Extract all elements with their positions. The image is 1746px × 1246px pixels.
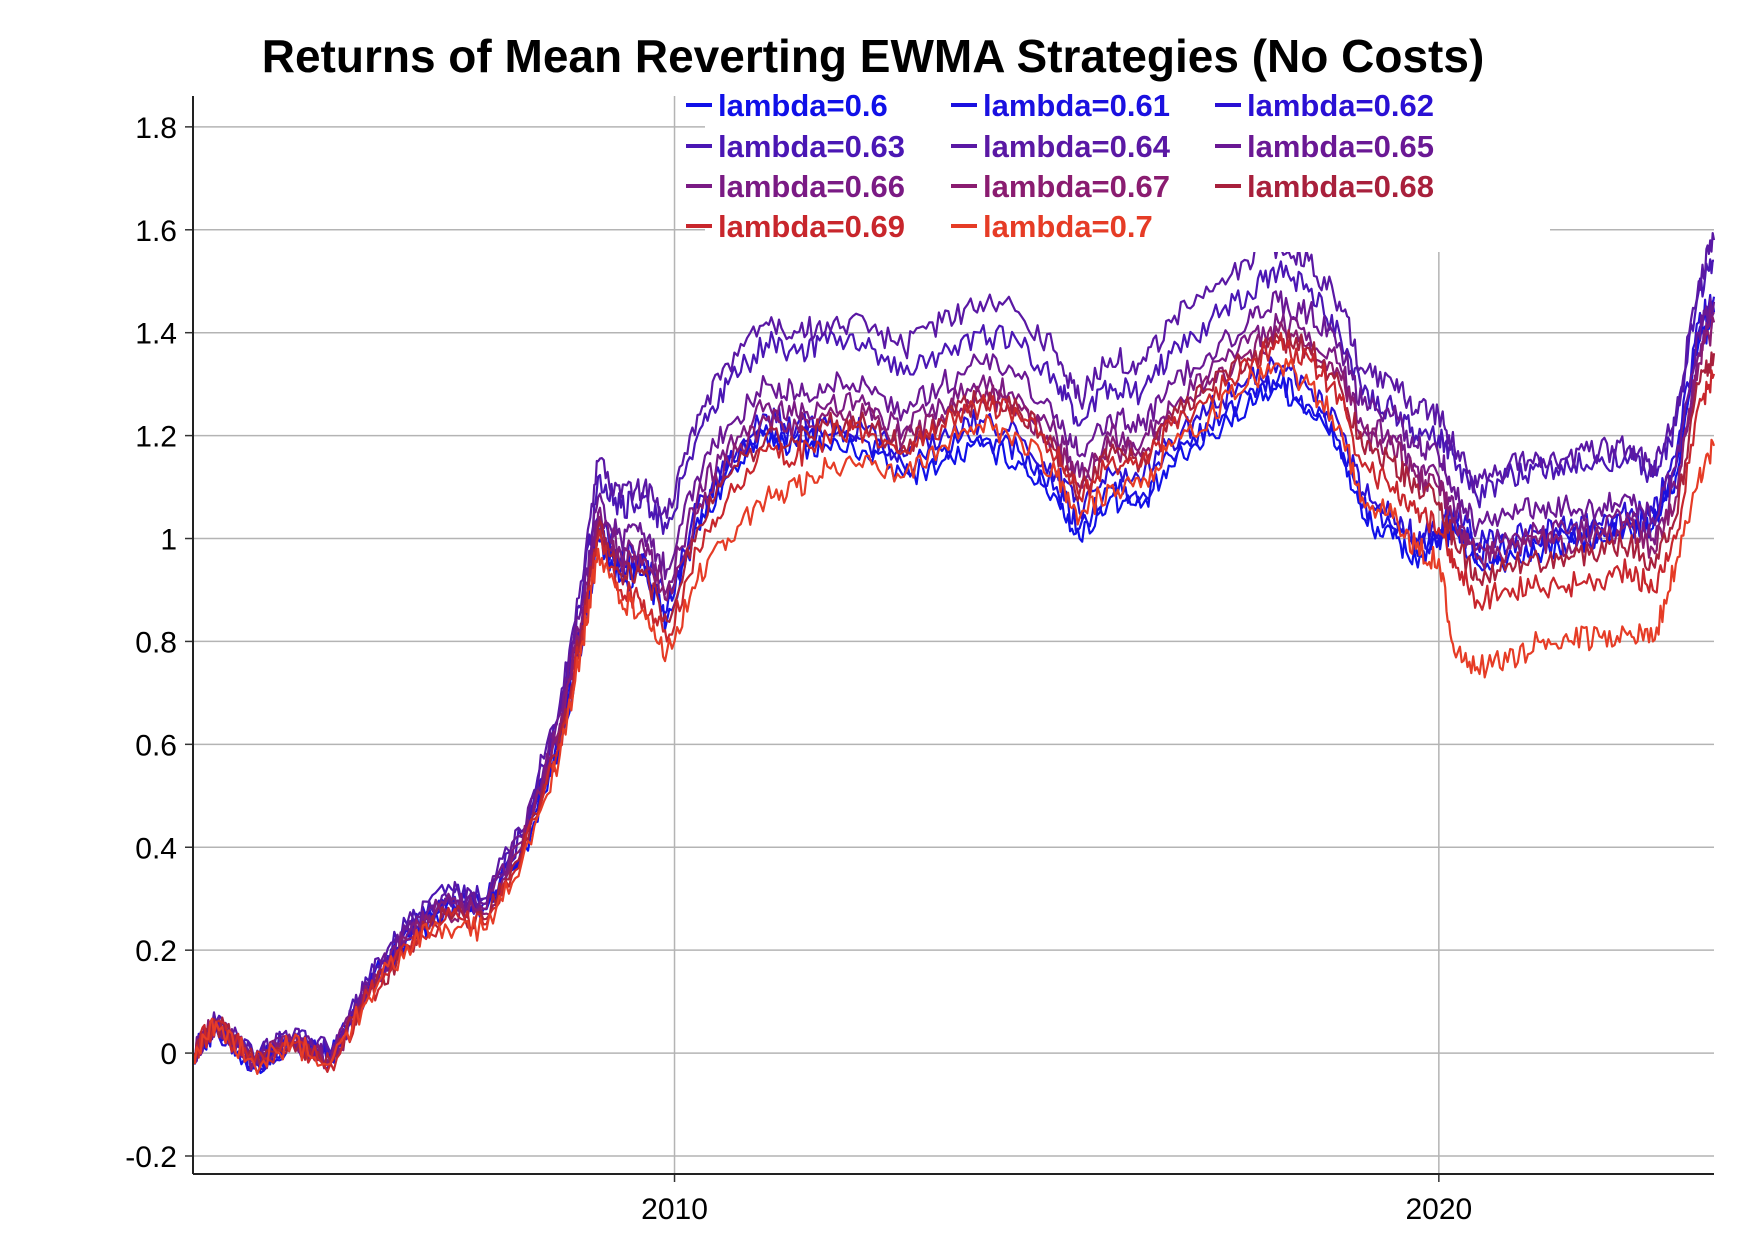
legend-entry-label: lambda=0.61 xyxy=(983,88,1170,123)
legend-entry-label: lambda=0.6 xyxy=(718,88,888,123)
y-tick-label: 0.8 xyxy=(135,626,177,659)
legend-entry-label: lambda=0.65 xyxy=(1247,129,1434,164)
legend-entry-label: lambda=0.7 xyxy=(983,209,1153,244)
legend-background-extension xyxy=(1440,86,1725,210)
x-tick-label: 2020 xyxy=(1405,1193,1472,1226)
axes: -0.2 0 0.2 0.4 0.6 0.8 1 1.2 1.4 1.6 1.8 2010 2020 xyxy=(125,96,1714,1226)
plot-area xyxy=(191,232,1716,1075)
series-line-lambda-0-66 xyxy=(191,309,1716,1068)
legend-entry-label: lambda=0.62 xyxy=(1247,88,1434,123)
y-tick-label: 0 xyxy=(160,1038,177,1071)
y-tick-label: -0.2 xyxy=(125,1141,177,1174)
legend-entry-label: lambda=0.68 xyxy=(1247,169,1434,204)
y-tick-label: 1 xyxy=(160,524,177,557)
legend-entry-label: lambda=0.69 xyxy=(718,209,905,244)
y-tick-label: 1.2 xyxy=(135,421,177,454)
x-tick-label: 2010 xyxy=(641,1193,708,1226)
y-tick-label: 0.4 xyxy=(135,832,177,865)
legend-entry-label: lambda=0.63 xyxy=(718,129,905,164)
y-tick-label: 0.2 xyxy=(135,935,177,968)
y-tick-label: 0.6 xyxy=(135,729,177,762)
legend-entry-label: lambda=0.67 xyxy=(983,169,1170,204)
legend-background xyxy=(705,86,1550,252)
series-line-lambda-0-64 xyxy=(191,232,1716,1065)
legend-entry-label: lambda=0.64 xyxy=(983,129,1171,164)
chart-title: Returns of Mean Reverting EWMA Strategie… xyxy=(262,30,1485,82)
y-tick-label: 1.6 xyxy=(135,215,177,248)
series-line-lambda-0-7 xyxy=(191,358,1716,1075)
y-tick-label: 1.8 xyxy=(135,112,177,145)
legend: lambda=0.6 lambda=0.61 lambda=0.62 lambda=0… xyxy=(686,86,1725,252)
y-tick-label: 1.4 xyxy=(135,318,177,351)
legend-entry-label: lambda=0.66 xyxy=(718,169,905,204)
